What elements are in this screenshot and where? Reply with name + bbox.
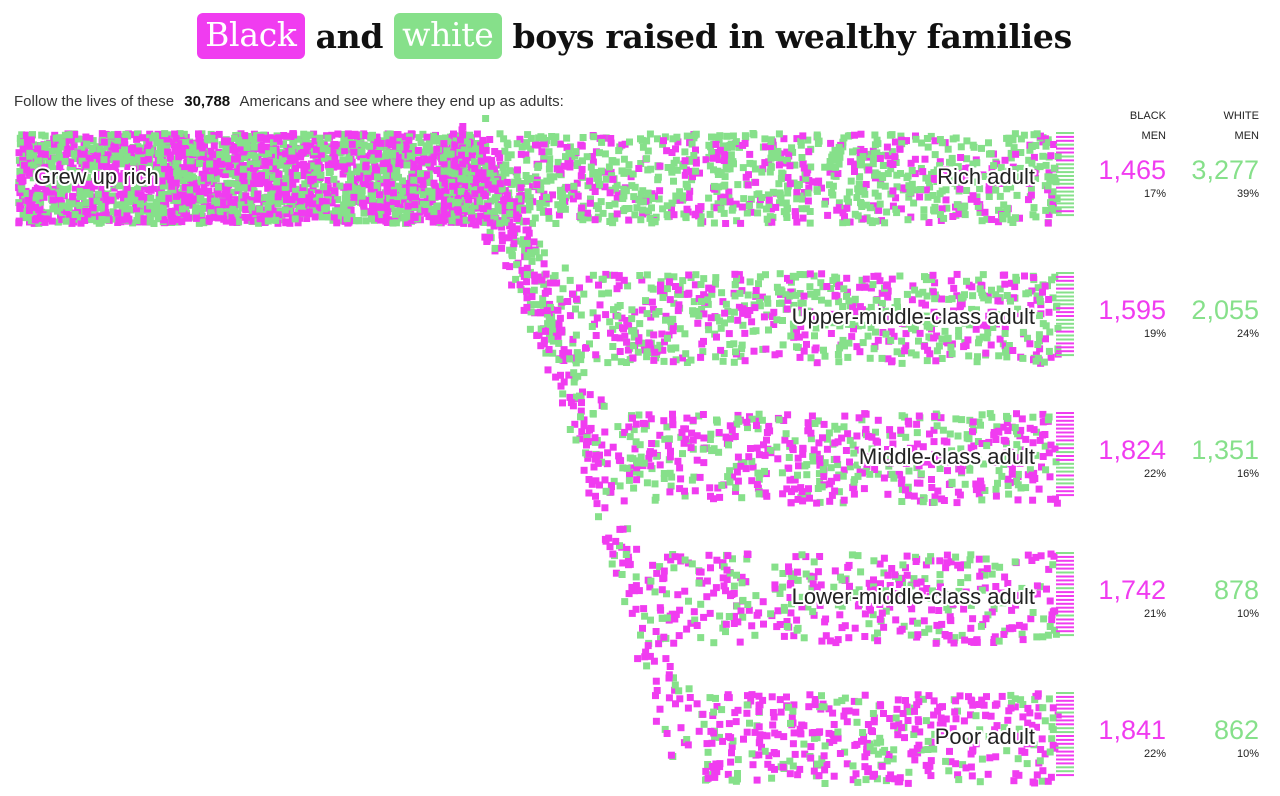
white-percent: 24% [1236, 328, 1259, 340]
black-percent: 19% [1143, 328, 1166, 340]
dot-layer [15, 115, 1062, 787]
outcome-label: Lower-middle-class adult [792, 584, 1035, 609]
tick-layer [1056, 132, 1074, 777]
title-rest: boys raised in wealthy families [512, 16, 1073, 56]
intro-before: Follow the lives of these [14, 93, 175, 110]
total-count: 30,788 [184, 93, 231, 110]
black-percent: 22% [1143, 748, 1166, 760]
black-percent: 21% [1143, 608, 1166, 620]
black-header-line1: BLACK [1129, 110, 1166, 122]
intro-text: Follow the lives of these 30,788 America… [14, 93, 564, 110]
white-men-column-header: WHITE MEN [1189, 106, 1259, 146]
white-header-line2: MEN [1234, 130, 1259, 142]
black-percent: 22% [1143, 468, 1166, 480]
white-percent: 10% [1236, 748, 1259, 760]
black-percent: 17% [1143, 188, 1166, 200]
white-count: 3,277 [1191, 155, 1259, 185]
white-count: 862 [1213, 715, 1259, 745]
source-label: Grew up rich [34, 164, 159, 189]
intro-after: Americans and see where they end up as a… [239, 93, 564, 110]
white-count: 2,055 [1191, 295, 1259, 325]
outcome-label: Poor adult [935, 724, 1035, 749]
black-count: 1,742 [1098, 575, 1166, 605]
white-percent: 10% [1236, 608, 1259, 620]
white-label-chip: white [394, 13, 502, 59]
black-label-chip: Black [197, 13, 305, 59]
label-layer: Rich adult Upper-middle-class adult Middle… [32, 162, 1037, 751]
black-count: 1,824 [1098, 435, 1166, 465]
outcome-label: Middle-class adult [859, 444, 1035, 469]
black-count: 1,595 [1098, 295, 1166, 325]
white-count: 1,351 [1191, 435, 1259, 465]
black-count: 1,841 [1098, 715, 1166, 745]
black-men-column-header: BLACK MEN [1096, 106, 1166, 146]
white-header-line1: WHITE [1223, 110, 1259, 122]
black-count: 1,465 [1098, 155, 1166, 185]
white-count: 878 [1213, 575, 1259, 605]
white-percent: 16% [1236, 468, 1259, 480]
black-header-line2: MEN [1141, 130, 1166, 142]
outcome-label: Upper-middle-class adult [792, 304, 1035, 329]
white-percent: 39% [1236, 188, 1259, 200]
outcome-label: Rich adult [937, 164, 1035, 189]
chart-title: Black and white boys raised in wealthy f… [0, 10, 1280, 62]
title-and: and [315, 16, 384, 56]
